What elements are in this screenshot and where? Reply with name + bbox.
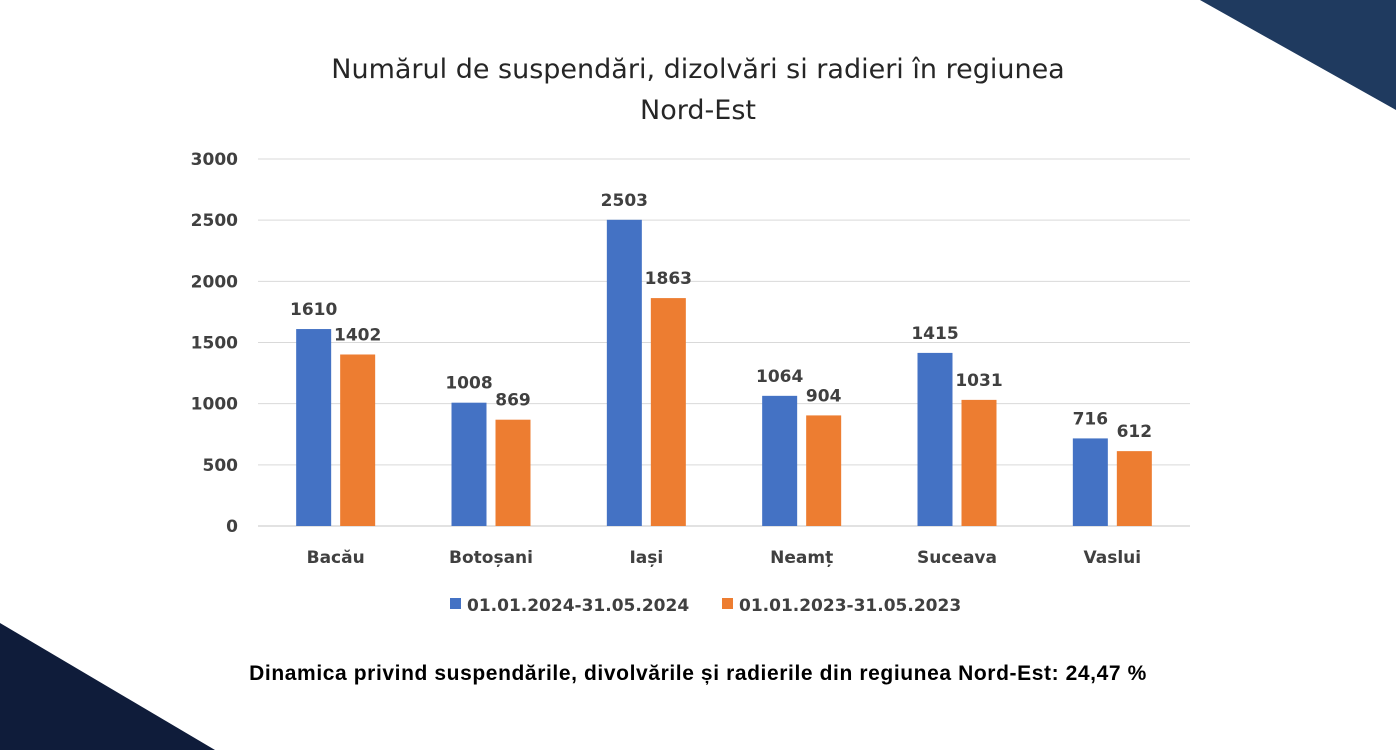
- bar-iasi-2024: [606, 219, 642, 526]
- data-label-bacau-2024: 1610: [290, 300, 337, 320]
- data-label-bacau-2023: 1402: [334, 325, 381, 345]
- bar-chart: Numărul de suspendări, dizolvări si radi…: [191, 54, 1190, 616]
- data-label-neamt-2024: 1064: [756, 367, 803, 387]
- bar-neamt-2023: [806, 415, 842, 526]
- chart-title-line-2: Nord-Est: [640, 95, 756, 126]
- y-tick-label-2000: 2000: [191, 272, 238, 292]
- bar-vaslui-2023: [1116, 451, 1152, 526]
- y-tick-label-500: 500: [203, 456, 239, 476]
- bar-neamt-2024: [762, 395, 798, 526]
- category-label-bacau: Bacău: [307, 548, 365, 568]
- x-axis-categories: Bacău Botoșani Iași Neamț Suceava Vaslui: [307, 548, 1142, 568]
- bar-bacau-2024: [296, 329, 332, 526]
- data-label-vaslui-2024: 716: [1073, 409, 1109, 429]
- data-label-suceava-2024: 1415: [911, 324, 958, 344]
- data-label-botosani-2024: 1008: [445, 374, 492, 394]
- category-label-botosani: Botoșani: [449, 548, 533, 568]
- category-label-neamt: Neamț: [770, 548, 833, 568]
- data-label-neamt-2023: 904: [806, 386, 842, 406]
- bars: [296, 219, 1152, 526]
- y-tick-label-1000: 1000: [191, 395, 238, 415]
- category-label-iasi: Iași: [629, 548, 663, 568]
- chart-title-line-1: Numărul de suspendări, dizolvări si radi…: [331, 54, 1064, 85]
- y-tick-label-2500: 2500: [191, 211, 238, 231]
- data-label-suceava-2023: 1031: [955, 371, 1002, 391]
- y-tick-label-3000: 3000: [191, 150, 238, 170]
- legend-swatch-2023: [722, 598, 733, 609]
- data-label-iasi-2024: 2503: [601, 191, 648, 211]
- bar-bacau-2023: [340, 354, 376, 526]
- y-tick-label-0: 0: [226, 517, 238, 537]
- legend: 01.01.2024-31.05.2024 01.01.2023-31.05.2…: [450, 596, 961, 616]
- gridlines: [258, 158, 1190, 527]
- bar-vaslui-2024: [1072, 438, 1108, 526]
- data-label-iasi-2023: 1863: [645, 269, 692, 289]
- category-label-vaslui: Vaslui: [1084, 548, 1142, 568]
- legend-label-2023: 01.01.2023-31.05.2023: [739, 596, 961, 616]
- category-label-suceava: Suceava: [917, 548, 997, 568]
- bar-botosani-2024: [451, 402, 487, 526]
- bar-botosani-2023: [495, 419, 531, 526]
- y-tick-label-1500: 1500: [191, 334, 238, 354]
- bar-iasi-2023: [650, 298, 686, 526]
- data-label-vaslui-2023: 612: [1117, 422, 1153, 442]
- bar-suceava-2024: [917, 352, 953, 526]
- y-axis-ticks: 0 500 1000 1500 2000 2500 3000: [191, 150, 238, 537]
- bar-suceava-2023: [961, 399, 997, 526]
- legend-swatch-2024: [450, 598, 461, 609]
- data-label-botosani-2023: 869: [495, 391, 531, 411]
- footer-note: Dinamica privind suspendările, divolvări…: [249, 662, 1147, 685]
- legend-label-2024: 01.01.2024-31.05.2024: [467, 596, 689, 616]
